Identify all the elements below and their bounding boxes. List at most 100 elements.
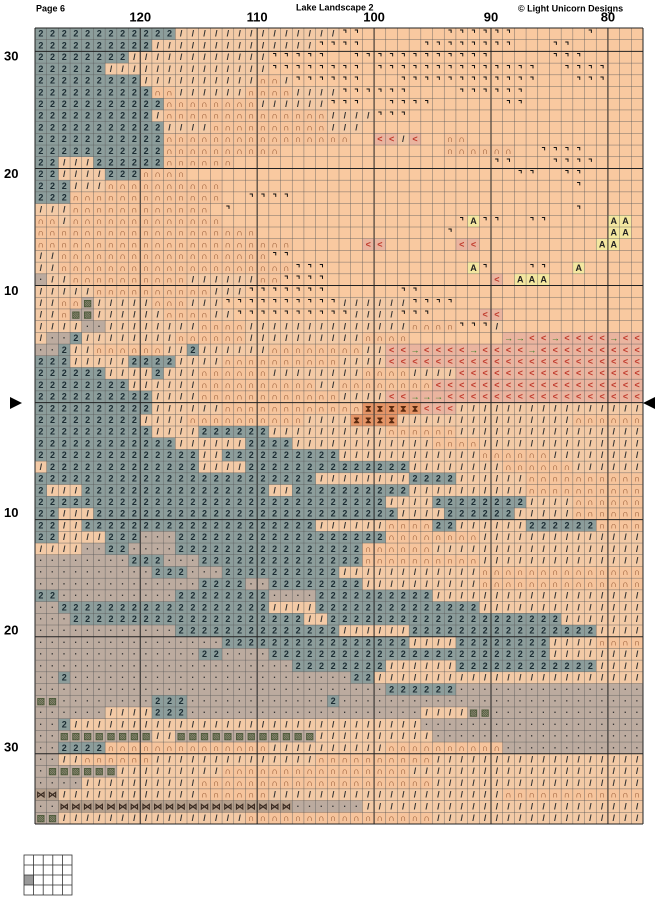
cell-symbol: 2 <box>38 356 43 366</box>
cell-symbol: / <box>297 321 300 331</box>
cell <box>607 262 620 274</box>
cell-symbol: ⌝ <box>354 52 358 62</box>
cell-symbol: ⌝ <box>331 298 335 308</box>
cell <box>561 355 573 368</box>
cell <box>116 39 129 52</box>
cell <box>432 285 445 298</box>
cell <box>631 320 644 333</box>
cell-symbol: 2 <box>144 40 149 50</box>
cell-symbol: 2 <box>50 181 55 191</box>
cell <box>140 285 153 298</box>
cell <box>596 39 609 52</box>
cell-symbol: 2 <box>50 134 55 144</box>
cell-symbol: ∩ <box>119 345 126 355</box>
cell <box>315 51 328 64</box>
cell-symbol: ⌝ <box>495 157 499 167</box>
cell-symbol: < <box>447 345 452 355</box>
cell-symbol: < <box>588 356 593 366</box>
cell <box>514 273 527 286</box>
cell <box>572 227 585 239</box>
cell <box>479 180 492 192</box>
cell <box>46 145 59 157</box>
cell-symbol: ∩ <box>190 193 197 203</box>
cell <box>315 379 328 391</box>
cell <box>385 332 398 345</box>
cell <box>128 121 141 134</box>
cell <box>596 109 609 122</box>
cell-symbol: / <box>145 298 148 308</box>
cell-symbol: / <box>203 64 206 74</box>
cell-symbol: ⧗ <box>388 403 394 413</box>
cell <box>245 344 258 356</box>
cell <box>140 262 153 274</box>
cell <box>526 238 538 251</box>
cell-symbol: < <box>635 333 640 343</box>
cell <box>561 379 573 391</box>
cell <box>514 39 527 52</box>
cell-symbol: / <box>168 122 171 132</box>
cell-symbol: 2 <box>190 345 195 355</box>
cell-symbol: ⌝ <box>343 29 347 39</box>
cell <box>233 227 246 239</box>
cell-symbol: 2 <box>62 602 67 612</box>
cell-symbol: ∩ <box>283 239 290 249</box>
cell-symbol: 2 <box>108 169 113 179</box>
cell <box>631 180 644 192</box>
cell <box>140 39 153 52</box>
cell-symbol: ⌝ <box>530 64 534 74</box>
cell <box>140 156 153 169</box>
cell-symbol: / <box>40 286 43 296</box>
cell-symbol: < <box>611 380 616 390</box>
cell-symbol: ∩ <box>178 228 185 238</box>
cell-symbol: < <box>459 356 464 366</box>
cell-symbol: / <box>344 298 347 308</box>
cell <box>327 262 340 274</box>
cell <box>385 168 398 181</box>
cell-symbol: 2 <box>62 99 67 109</box>
cell-symbol: 2 <box>354 462 359 472</box>
cell <box>374 203 386 216</box>
cell-symbol: ∩ <box>365 555 372 565</box>
cell-symbol: 2 <box>284 614 289 624</box>
cell <box>58 74 71 87</box>
cell-symbol: / <box>344 321 347 331</box>
cell-symbol: 2 <box>144 146 149 156</box>
cell-symbol: ∩ <box>178 146 185 156</box>
cell-symbol: ∩ <box>236 99 243 109</box>
cell <box>198 28 211 40</box>
cell <box>385 156 398 169</box>
cell-symbol: ∩ <box>213 122 220 132</box>
cell-symbol: 2 <box>144 427 149 437</box>
cell <box>385 297 398 310</box>
cell-symbol: ∩ <box>330 356 337 366</box>
cell-symbol: 2 <box>85 76 90 86</box>
cell <box>502 238 515 251</box>
cell-symbol: / <box>157 52 160 62</box>
cell-symbol: 2 <box>120 438 125 448</box>
cell <box>303 273 316 286</box>
cell-symbol: / <box>285 333 288 343</box>
cell-symbol: 2 <box>38 181 43 191</box>
cell-symbol: / <box>110 298 113 308</box>
cell-symbol: ⌝ <box>249 193 253 203</box>
cell-symbol: ⌝ <box>425 99 429 109</box>
cell <box>385 285 398 298</box>
cell-symbol: 2 <box>459 637 464 647</box>
cell <box>257 273 269 286</box>
cell <box>268 273 281 286</box>
cell-symbol: ∩ <box>108 181 115 191</box>
cell-symbol: < <box>553 345 558 355</box>
cell <box>491 262 503 274</box>
cell-symbol: 2 <box>319 591 324 601</box>
cell <box>631 215 644 228</box>
cell-symbol: ⌝ <box>577 204 581 214</box>
cell-symbol: / <box>180 368 183 378</box>
cell-symbol: ∩ <box>470 532 477 542</box>
cell-symbol: ∩ <box>611 637 618 647</box>
cell-symbol: ∩ <box>388 544 395 554</box>
cell <box>280 238 293 251</box>
cell <box>374 133 386 146</box>
cell <box>502 262 515 274</box>
cell-symbol: 2 <box>576 520 581 530</box>
cell-symbol: ⌝ <box>565 157 569 167</box>
